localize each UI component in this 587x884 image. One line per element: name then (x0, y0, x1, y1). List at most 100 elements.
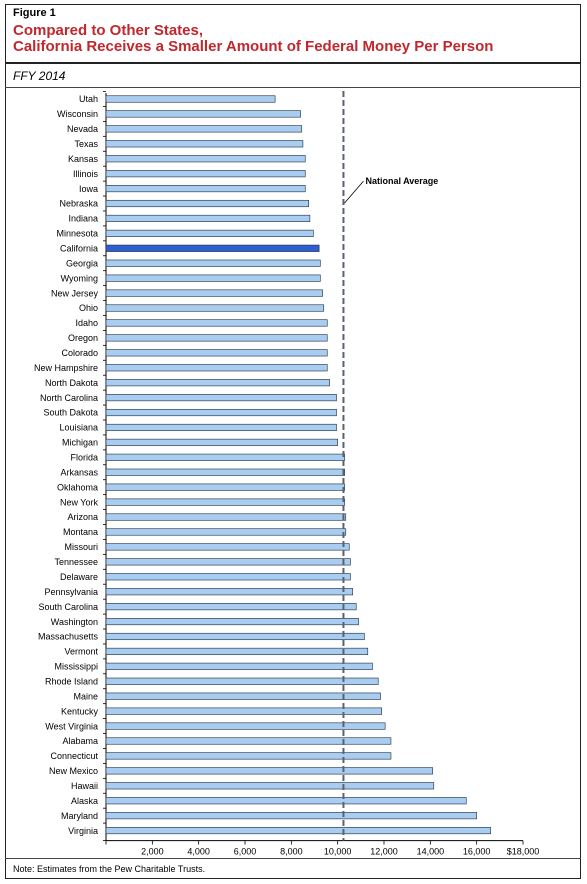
state-label: West Virginia (45, 721, 98, 731)
bar-massachusetts (105, 632, 365, 641)
state-label: Louisiana (59, 423, 98, 433)
bar-virginia (105, 827, 491, 835)
bar-louisiana (105, 423, 337, 432)
bar-nebraska (105, 199, 310, 208)
x-tick-label: 10,000 (324, 847, 352, 857)
figure-title: Compared to Other States, California Rec… (13, 23, 493, 55)
bar-nevada (105, 125, 303, 133)
bar-kentucky (105, 707, 382, 715)
bar-west-virginia (105, 722, 386, 730)
title-divider (5, 62, 581, 64)
state-label: Arkansas (60, 467, 98, 477)
bar-south-dakota (105, 408, 337, 417)
state-label: Hawaii (71, 781, 98, 791)
bar-california (105, 244, 320, 252)
bar-utah (105, 95, 276, 103)
state-label: Rhode Island (45, 676, 98, 686)
bar-new-jersey (105, 289, 323, 297)
state-label: Tennessee (54, 557, 98, 567)
state-label: Florida (70, 453, 98, 463)
bar-illinois (105, 170, 306, 178)
bar-connecticut (105, 752, 392, 760)
x-tick-label: 6,000 (234, 847, 257, 857)
state-label: South Dakota (43, 408, 98, 418)
bar-oklahoma (105, 483, 345, 491)
bar-south-carolina (105, 603, 357, 611)
bar-georgia (105, 259, 321, 267)
bar-maine (105, 692, 381, 700)
state-label: Alaska (71, 796, 98, 806)
bar-alabama (105, 737, 392, 745)
bar-michigan (105, 438, 338, 446)
bar-north-carolina (105, 394, 337, 402)
x-tick-label: $18,000 (507, 847, 540, 857)
state-label: Connecticut (50, 751, 98, 761)
bar-pennsylvania (105, 588, 354, 596)
state-label: Delaware (60, 572, 98, 582)
bar-florida (105, 453, 345, 461)
bar-new-hampshire (105, 364, 328, 372)
bar-rhode-island (105, 677, 379, 685)
x-tick-label: 4,000 (187, 847, 210, 857)
figure-title-line-1: Compared to Other States, (13, 22, 204, 39)
state-label: South Carolina (38, 602, 98, 612)
state-label: Ohio (79, 303, 98, 313)
bar-hawaii (105, 782, 435, 790)
state-label: Montana (63, 527, 98, 537)
bar-new-york (105, 498, 345, 506)
state-label: Pennsylvania (44, 587, 98, 597)
bar-indiana (105, 214, 311, 222)
state-label: Illinois (73, 169, 99, 179)
state-label: Nebraska (59, 199, 98, 209)
x-tick-label: 2,000 (141, 847, 164, 857)
figure-frame (5, 4, 581, 879)
bar-iowa (105, 185, 306, 193)
state-label: Arizona (67, 512, 98, 522)
state-label: New Jersey (51, 288, 99, 298)
x-tick-label: 14,000 (417, 847, 445, 857)
bar-minnesota (105, 229, 314, 237)
state-label: Wisconsin (57, 109, 98, 119)
state-label: Minnesota (56, 229, 98, 239)
state-label: North Carolina (40, 393, 98, 403)
bar-washington (105, 617, 359, 626)
state-label: Utah (79, 94, 98, 104)
x-tick-label: 16,000 (463, 847, 491, 857)
figure-title-line-2: California Receives a Smaller Amount of … (13, 38, 494, 55)
state-label: Mississippi (54, 662, 98, 672)
bar-texas (105, 140, 304, 148)
state-label: Idaho (75, 318, 98, 328)
state-label: New Hampshire (34, 363, 98, 373)
state-label: Washington (51, 617, 98, 627)
annotation-leader (344, 180, 364, 204)
state-label: Virginia (68, 826, 98, 836)
x-tick-label: 12,000 (370, 847, 398, 857)
figure-label: Figure 1 (13, 7, 56, 19)
bar-new-mexico (105, 767, 433, 775)
state-label: Indiana (68, 214, 98, 224)
bar-oregon (105, 334, 328, 342)
bar-idaho (105, 319, 328, 327)
subtitle-divider (5, 87, 581, 88)
bar-kansas (105, 155, 306, 163)
bar-maryland (105, 812, 477, 820)
state-label: Vermont (64, 647, 98, 657)
state-label: Maine (73, 691, 98, 701)
state-label: Kentucky (61, 706, 99, 716)
state-label: Maryland (61, 811, 98, 821)
state-label: Colorado (61, 348, 98, 358)
bar-tennessee (105, 558, 351, 566)
note-divider (5, 858, 581, 859)
state-label: North Dakota (45, 378, 98, 388)
bar-arkansas (105, 468, 345, 476)
state-label: Alabama (62, 736, 98, 746)
state-label: Georgia (66, 258, 98, 268)
state-label: Iowa (79, 184, 98, 194)
state-label: California (60, 244, 98, 254)
national-average-label: National Average (365, 176, 438, 186)
state-label: New Mexico (49, 766, 98, 776)
bar-arizona (105, 513, 347, 521)
bar-missouri (105, 543, 350, 551)
bar-ohio (105, 304, 325, 312)
state-label: New York (60, 497, 99, 507)
